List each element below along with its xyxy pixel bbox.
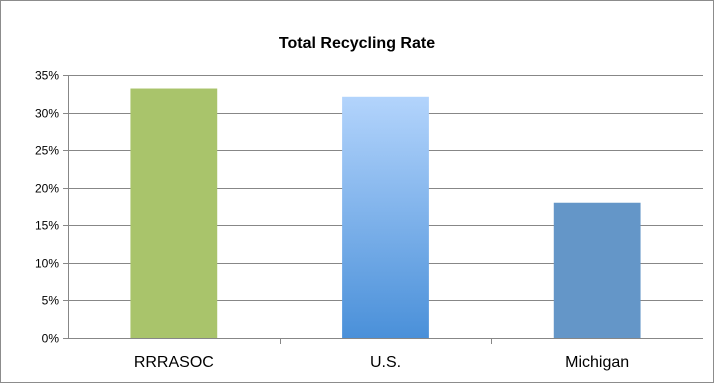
y-tick-label: 20%: [35, 182, 59, 196]
x-axis-tick-labels: RRRASOC U.S. Michigan: [134, 354, 629, 371]
x-tick-label: RRRASOC: [134, 354, 214, 371]
y-tick-label: 30%: [35, 107, 59, 121]
bar-michigan: [553, 202, 641, 338]
y-tick-label: 35%: [35, 69, 59, 83]
bar-u-s: [342, 96, 429, 338]
bars: [130, 88, 641, 338]
y-tick-label: 25%: [35, 144, 59, 158]
chart-title: Total Recycling Rate: [279, 35, 435, 52]
bar-rrrasoc: [130, 88, 218, 338]
x-tick-label: U.S.: [370, 354, 401, 371]
x-tick-label: Michigan: [565, 354, 629, 371]
axes: [63, 75, 703, 344]
y-tick-label: 0%: [42, 332, 60, 346]
y-axis-tick-labels: 0% 5% 10% 15% 20% 25% 30% 35%: [35, 69, 59, 346]
y-tick-label: 5%: [42, 294, 60, 308]
y-tick-label: 15%: [35, 219, 59, 233]
y-tick-label: 10%: [35, 257, 59, 271]
